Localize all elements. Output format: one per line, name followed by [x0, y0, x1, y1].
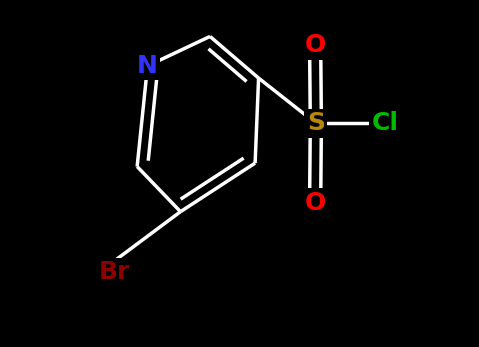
Text: N: N — [137, 54, 158, 78]
Text: O: O — [305, 191, 326, 215]
Text: Br: Br — [99, 260, 130, 285]
Text: O: O — [305, 33, 326, 57]
Text: S: S — [307, 111, 325, 135]
Text: Cl: Cl — [371, 111, 399, 135]
